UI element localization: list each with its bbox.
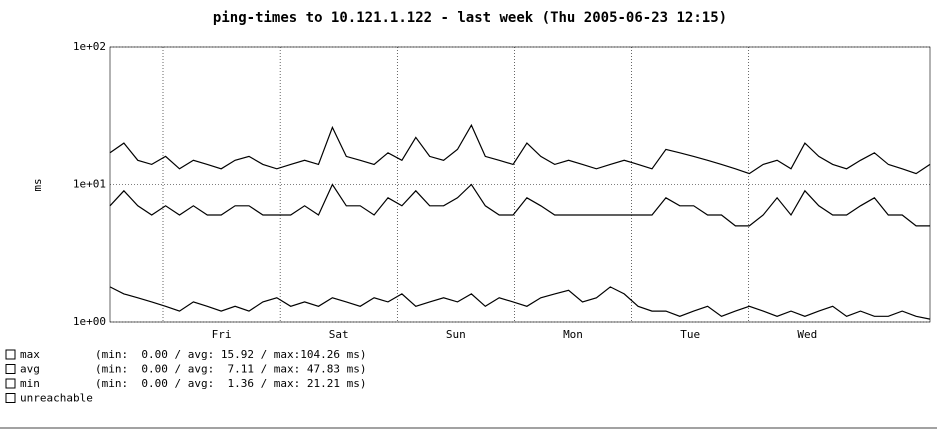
y-axis-label: ms (31, 178, 44, 191)
legend-name: max (20, 348, 40, 361)
legend-stats: (min: 0.00 / avg: 1.36 / max: 21.21 ms) (95, 377, 367, 390)
y-tick-label: 1e+02 (73, 40, 106, 53)
legend-stats: (min: 0.00 / avg: 15.92 / max:104.26 ms) (95, 348, 367, 361)
legend-stats: (min: 0.00 / avg: 7.11 / max: 47.83 ms) (95, 363, 367, 376)
legend-name: unreachable (20, 392, 93, 405)
legend-box (5, 393, 16, 403)
x-tick-label: Sat (329, 328, 349, 341)
legend-box (5, 378, 16, 389)
x-tick-label: Mon (563, 328, 583, 341)
x-tick-label: Sun (446, 328, 466, 341)
series-line (109, 123, 931, 175)
y-tick-label: 1e+00 (73, 315, 106, 328)
legend-name: min (20, 377, 40, 390)
series-line (109, 183, 930, 227)
series-line (109, 286, 931, 320)
chart-title: ping-times to 10.121.1.122 - last week (… (213, 10, 727, 26)
legend-box (5, 349, 16, 360)
legend-name: avg (20, 363, 40, 376)
x-tick-label: Tue (680, 328, 700, 341)
x-tick-label: Fri (212, 328, 232, 341)
y-tick-label: 1e+01 (73, 178, 106, 191)
legend-box (5, 364, 16, 374)
x-tick-label: Wed (797, 328, 817, 341)
